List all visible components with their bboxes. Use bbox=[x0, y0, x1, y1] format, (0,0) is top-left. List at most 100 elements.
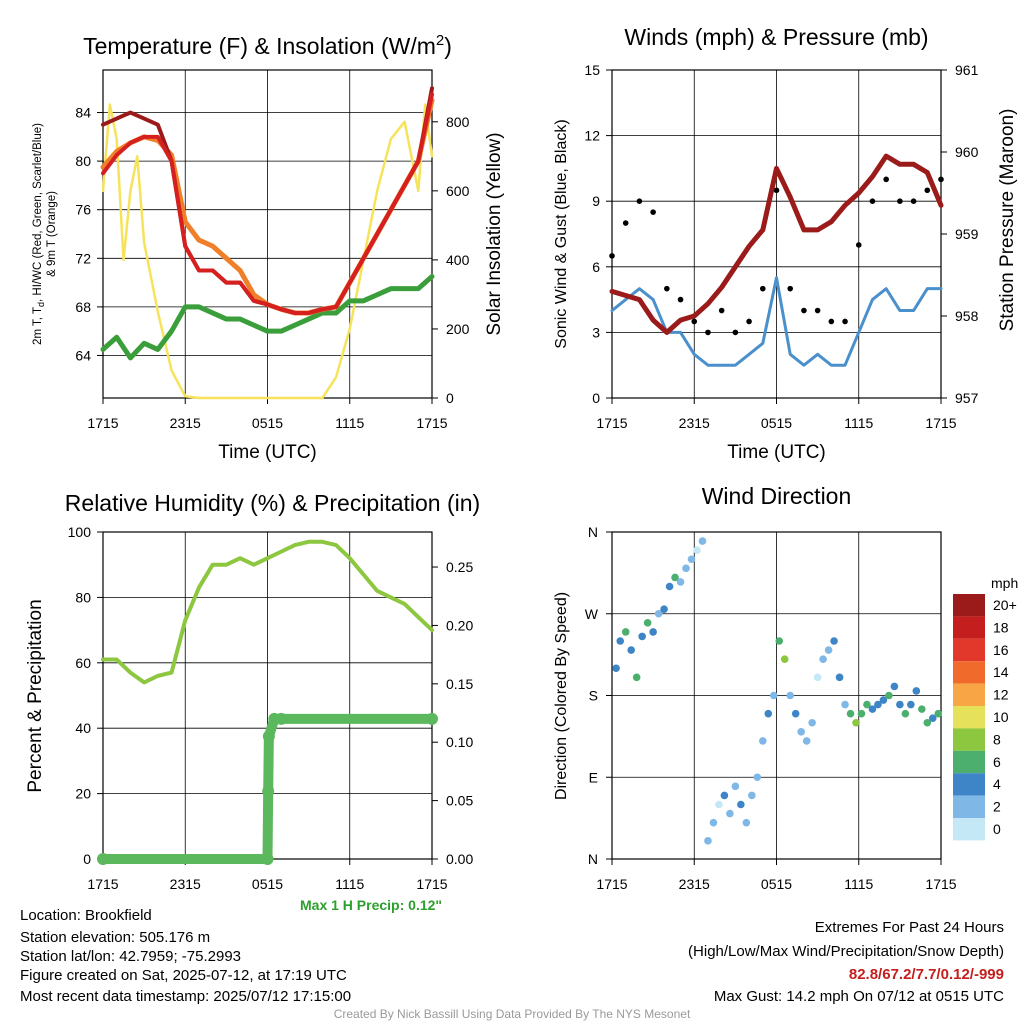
direction-point bbox=[693, 546, 701, 554]
legend-swatch bbox=[953, 795, 985, 818]
gust-point bbox=[650, 209, 656, 215]
rh-chart-title: Relative Humidity (%) & Precipitation (i… bbox=[65, 490, 480, 516]
direction-point bbox=[912, 687, 921, 695]
x-tick-label: 0515 bbox=[252, 415, 283, 431]
direction-point bbox=[802, 737, 811, 745]
x-tick-label: 1115 bbox=[844, 415, 873, 431]
direction-point bbox=[627, 646, 635, 654]
solar-y-tick-label: 400 bbox=[446, 252, 470, 268]
direction-point bbox=[737, 800, 745, 809]
direction-point bbox=[616, 637, 625, 645]
x-tick-label: 1715 bbox=[416, 876, 447, 892]
extremes-values: 82.8/67.2/7.7/0.12/-999 bbox=[848, 966, 1004, 983]
direction-point bbox=[934, 709, 943, 718]
x-tick-label: 2315 bbox=[679, 876, 710, 892]
pressure-y-tick-label: 961 bbox=[955, 62, 979, 78]
legend-swatch bbox=[953, 706, 985, 729]
direction-point bbox=[824, 646, 833, 654]
direction-point bbox=[780, 655, 789, 663]
info-elevation: Station elevation: 505.176 m bbox=[20, 929, 211, 946]
legend-swatch bbox=[953, 750, 985, 774]
rh-y-tick-label: 20 bbox=[75, 786, 91, 802]
solar-insolation-line bbox=[101, 103, 434, 400]
precip-y-tick-label: 0.15 bbox=[446, 676, 473, 692]
gust-point bbox=[828, 318, 835, 325]
direction-point bbox=[896, 700, 904, 709]
gust-point bbox=[855, 242, 862, 248]
x-tick-label: 1715 bbox=[925, 415, 956, 431]
wind-y-tick-label: 12 bbox=[584, 128, 600, 144]
wind-x-axis-label: Time (UTC) bbox=[727, 442, 826, 463]
direction-point bbox=[830, 637, 838, 645]
legend-label: 20+ bbox=[993, 597, 1017, 613]
gust-point bbox=[622, 220, 629, 226]
info-recent: Most recent data timestamp: 2025/07/12 1… bbox=[20, 988, 352, 1005]
relative-humidity-line bbox=[101, 539, 434, 685]
temp-y-axis-label-line2: & 9m T (Orange) bbox=[46, 191, 58, 277]
x-tick-label: 1715 bbox=[925, 876, 956, 892]
direction-point bbox=[643, 619, 652, 627]
gust-point bbox=[691, 318, 698, 325]
temp-x-axis-label: Time (UTC) bbox=[218, 442, 317, 463]
direction-point bbox=[775, 637, 784, 645]
x-tick-label: 0515 bbox=[761, 876, 792, 892]
direction-point bbox=[715, 800, 723, 809]
x-tick-label: 1715 bbox=[596, 876, 627, 892]
direction-tick-label: E bbox=[589, 769, 598, 785]
wind-y-tick-label: 0 bbox=[592, 390, 600, 406]
direction-point bbox=[632, 673, 641, 682]
x-tick-label: 2315 bbox=[170, 415, 201, 431]
x-tick-label: 2315 bbox=[170, 876, 201, 892]
gust-point bbox=[787, 285, 794, 292]
direction-point bbox=[928, 714, 937, 723]
pressure-y-axis-label: Station Pressure (Maroon) bbox=[997, 109, 1018, 332]
gust-point bbox=[897, 198, 903, 204]
legend-label: 10 bbox=[993, 709, 1009, 725]
solar-y-tick-label: 600 bbox=[446, 183, 470, 199]
direction-point bbox=[726, 809, 734, 818]
info-created: Figure created on Sat, 2025-07-12, at 17… bbox=[20, 967, 347, 984]
direction-tick-label: W bbox=[585, 606, 599, 622]
direction-point bbox=[687, 555, 696, 564]
precip-y-tick-label: 0.05 bbox=[446, 793, 473, 809]
temp-y-tick-label: 72 bbox=[75, 250, 91, 266]
gust-point bbox=[814, 307, 821, 314]
gust-point bbox=[910, 198, 917, 204]
gust-point bbox=[924, 187, 931, 194]
legend-swatch bbox=[953, 683, 985, 706]
pressure-y-tick-label: 960 bbox=[955, 144, 979, 160]
direction-tick-label: N bbox=[588, 524, 598, 540]
info-location: Location: Brookfield bbox=[20, 907, 152, 924]
temp-y-tick-label: 64 bbox=[75, 347, 91, 363]
x-tick-label: 1115 bbox=[335, 876, 364, 892]
x-tick-label: 1115 bbox=[844, 876, 873, 892]
wind-chart-title: Winds (mph) & Pressure (mb) bbox=[624, 24, 928, 50]
gust-point bbox=[759, 285, 766, 292]
direction-point bbox=[885, 691, 893, 700]
direction-point bbox=[698, 537, 707, 545]
direction-point bbox=[791, 709, 800, 718]
direction-point bbox=[874, 700, 882, 709]
direction-point bbox=[758, 737, 767, 745]
temp-y-tick-label: 84 bbox=[75, 105, 91, 121]
direction-point bbox=[649, 628, 657, 636]
direction-point bbox=[720, 791, 729, 800]
gust-point bbox=[705, 329, 711, 336]
solar-y-tick-label: 200 bbox=[446, 321, 470, 337]
direction-point bbox=[808, 718, 816, 727]
direction-point bbox=[704, 837, 712, 845]
direction-point bbox=[841, 700, 849, 709]
extremes-subheading: (High/Low/Max Wind/Precipitation/Snow De… bbox=[688, 943, 1004, 960]
legend-swatch bbox=[953, 638, 985, 662]
direction-point bbox=[857, 709, 866, 718]
legend-swatch bbox=[953, 616, 985, 639]
x-tick-label: 1715 bbox=[87, 415, 118, 431]
legend-swatch bbox=[953, 728, 985, 751]
x-tick-label: 1715 bbox=[87, 876, 118, 892]
pressure-line bbox=[609, 153, 944, 335]
legend-label: 14 bbox=[993, 664, 1009, 680]
gust-point bbox=[636, 198, 643, 204]
rh-y-tick-label: 40 bbox=[75, 720, 91, 736]
gust-point bbox=[746, 318, 752, 325]
